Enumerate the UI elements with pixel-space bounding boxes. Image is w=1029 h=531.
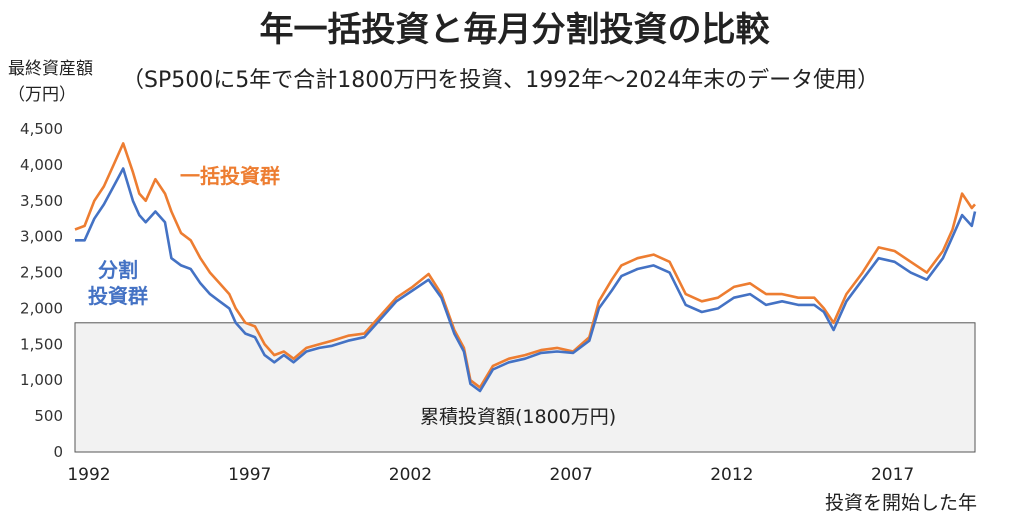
x-tick-label: 1992 xyxy=(67,465,110,485)
x-tick-label: 2017 xyxy=(871,465,914,485)
y-tick-label: 2,500 xyxy=(20,264,63,282)
y-tick-label: 4,000 xyxy=(20,156,63,174)
y-tick-label: 1,000 xyxy=(20,371,63,389)
baseline-region xyxy=(74,322,976,453)
y-axis-label: 最終資産額 （万円） xyxy=(8,56,93,108)
y-tick-label: 3,500 xyxy=(20,192,63,210)
y-tick-label: 0 xyxy=(53,443,63,461)
y-tick-label: 3,000 xyxy=(20,228,63,246)
chart-subtitle: （SP500に5年で合計1800万円を投資、1992年～2024年末のデータ使用… xyxy=(122,68,880,93)
y-tick-label: 500 xyxy=(34,407,63,425)
series-label-split: 分割投資群 xyxy=(88,258,148,308)
x-tick-label: 1997 xyxy=(228,465,271,485)
y-axis-label-line2: （万円） xyxy=(8,85,76,105)
chart-title: 年一括投資と毎月分割投資の比較 xyxy=(259,10,770,50)
x-tick-label: 2002 xyxy=(389,465,432,485)
x-tick-label: 2007 xyxy=(550,465,593,485)
y-tick-label: 2,000 xyxy=(20,299,63,317)
baseline-label: 累積投資額(1800万円) xyxy=(420,406,616,428)
series-label-lump: 一括投資群 xyxy=(180,164,280,188)
y-tick-label: 1,500 xyxy=(20,335,63,353)
x-tick-label: 2012 xyxy=(710,465,753,485)
y-tick-label: 4,500 xyxy=(20,120,63,138)
y-axis-label-line1: 最終資産額 xyxy=(8,59,93,79)
x-axis-label: 投資を開始した年 xyxy=(825,492,978,514)
series-line xyxy=(75,167,977,393)
